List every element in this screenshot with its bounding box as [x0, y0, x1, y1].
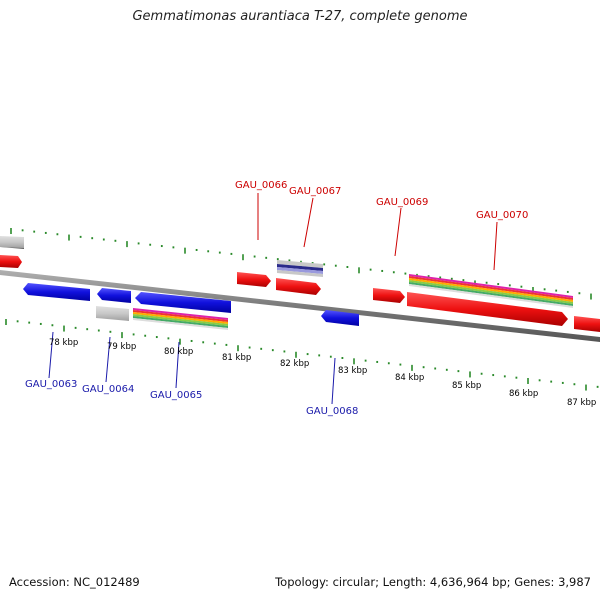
label-connectors — [48, 331, 336, 405]
gene-label-top: GAU_0067 — [289, 186, 341, 197]
gene-arrow-reverse — [97, 288, 131, 303]
scale-label: 81 kbp — [222, 353, 251, 363]
rna-feature — [96, 306, 129, 321]
gene-arrow-reverse — [135, 292, 231, 313]
scale-label: 84 kbp — [395, 373, 424, 383]
scale-label: 80 kbp — [164, 347, 193, 357]
scale-label: 87 kbp — [567, 398, 596, 408]
scale-label: 79 kbp — [107, 342, 136, 352]
gene-label-top: GAU_0069 — [376, 197, 428, 208]
gene-arrow-reverse — [23, 283, 90, 301]
tick-row-bottom — [5, 319, 599, 391]
accession-text: Accession: NC_012489 — [9, 575, 140, 589]
gene-arrow-reverse — [321, 310, 359, 326]
gene-arrow — [0, 255, 22, 268]
scale-label: 86 kbp — [509, 389, 538, 399]
scale-label: 78 kbp — [49, 338, 78, 348]
gene-arrow — [237, 272, 271, 287]
gene-label-top: GAU_0070 — [476, 210, 528, 221]
gene-arrow — [276, 278, 321, 295]
gene-arrow — [407, 292, 568, 326]
rna-feature — [0, 236, 24, 248]
genome-summary-text: Topology: circular; Length: 4,636,964 bp… — [275, 575, 591, 589]
scale-label: 85 kbp — [452, 381, 481, 391]
gene-label-bottom: GAU_0065 — [150, 390, 202, 401]
gene-feature-multicolor — [133, 308, 228, 330]
scale-label: 83 kbp — [338, 366, 367, 376]
gene-arrow — [373, 288, 405, 303]
gene-arrow — [574, 316, 600, 332]
gene-label-bottom: GAU_0064 — [82, 384, 134, 395]
scale-label: 82 kbp — [280, 359, 309, 369]
label-connectors — [257, 193, 498, 271]
gene-feature-stacked — [277, 260, 323, 277]
gene-feature-multicolor — [409, 274, 573, 308]
backbone-main — [0, 270, 600, 342]
gene-label-bottom: GAU_0068 — [306, 406, 358, 417]
gene-label-bottom: GAU_0063 — [25, 379, 77, 390]
genome-title: Gemmatimonas aurantiaca T-27, complete g… — [132, 9, 468, 24]
tick-row-top — [10, 228, 592, 300]
gene-label-top: GAU_0066 — [235, 180, 287, 191]
